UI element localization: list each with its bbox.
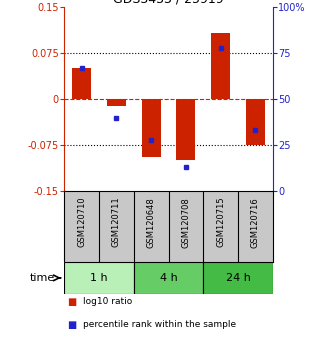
Bar [64,262,134,294]
Bar [107,99,126,107]
Bar [176,99,195,160]
Text: percentile rank within the sample: percentile rank within the sample [83,320,237,329]
Text: log10 ratio: log10 ratio [83,297,133,306]
Bar [134,262,203,294]
Text: GSM120648: GSM120648 [147,197,156,247]
Text: 4 h: 4 h [160,273,178,283]
Text: time: time [29,273,55,283]
Text: ■: ■ [67,297,77,307]
Text: GSM120715: GSM120715 [216,197,225,247]
Bar [246,99,265,145]
Text: GSM120716: GSM120716 [251,197,260,247]
Text: GSM120710: GSM120710 [77,197,86,247]
Bar [211,34,230,99]
Text: GSM120708: GSM120708 [181,197,190,247]
Text: 1 h: 1 h [90,273,108,283]
Bar [203,262,273,294]
Text: ■: ■ [67,320,77,330]
Bar [72,68,91,99]
Text: GSM120711: GSM120711 [112,197,121,247]
Text: 24 h: 24 h [226,273,250,283]
Bar [142,99,161,158]
Title: GDS3433 / 25919: GDS3433 / 25919 [113,0,224,6]
